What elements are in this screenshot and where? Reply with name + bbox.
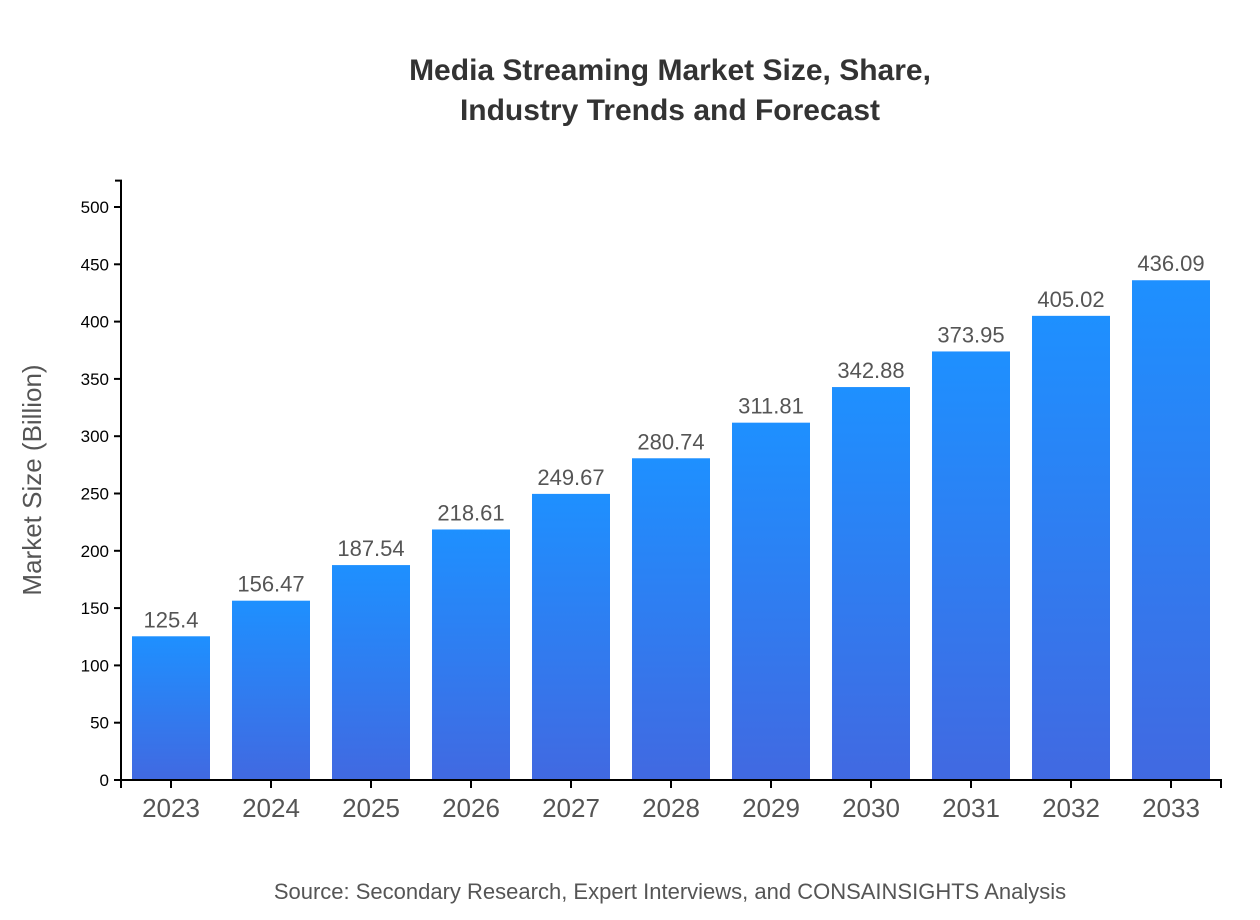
chart-title-line-1: Media Streaming Market Size, Share, xyxy=(409,54,931,87)
y-tick-label-0: 0 xyxy=(100,771,109,790)
y-tick-label-150: 150 xyxy=(81,599,109,618)
y-tick-label-100: 100 xyxy=(81,656,109,675)
bar-2024 xyxy=(232,600,310,780)
x-tick-label-2032: 2032 xyxy=(1042,793,1100,823)
data-label-2025: 187.54 xyxy=(337,536,404,561)
bar-2028 xyxy=(632,458,710,780)
y-tick-label-50: 50 xyxy=(90,714,109,733)
y-tick-label-500: 500 xyxy=(81,198,109,217)
data-label-2028: 280.74 xyxy=(637,429,704,454)
bar-2029 xyxy=(732,422,810,780)
bar-2025 xyxy=(332,565,410,780)
x-tick-label-2025: 2025 xyxy=(342,793,400,823)
bar-2033 xyxy=(1132,280,1210,780)
y-axis-label: Market Size (Billion) xyxy=(17,364,47,595)
data-label-2031: 373.95 xyxy=(937,322,1004,347)
bar-2032 xyxy=(1032,315,1110,780)
bar-2031 xyxy=(932,351,1010,780)
y-tick-label-450: 450 xyxy=(81,255,109,274)
x-tick-label-2033: 2033 xyxy=(1142,793,1200,823)
x-tick-label-2024: 2024 xyxy=(242,793,300,823)
bar-2026 xyxy=(432,529,510,780)
x-tick-label-2030: 2030 xyxy=(842,793,900,823)
y-tick-label-250: 250 xyxy=(81,485,109,504)
x-tick-label-2031: 2031 xyxy=(942,793,1000,823)
data-label-2023: 125.4 xyxy=(143,607,198,632)
bar-2023 xyxy=(132,636,210,780)
data-label-2033: 436.09 xyxy=(1137,251,1204,276)
chart-title-line-2: Industry Trends and Forecast xyxy=(460,94,880,127)
data-label-2027: 249.67 xyxy=(537,465,604,490)
data-label-2024: 156.47 xyxy=(237,572,304,597)
y-tick-label-350: 350 xyxy=(81,370,109,389)
data-label-2032: 405.02 xyxy=(1037,287,1104,312)
data-label-2030: 342.88 xyxy=(837,358,904,383)
x-tick-label-2023: 2023 xyxy=(142,793,200,823)
x-tick-label-2026: 2026 xyxy=(442,793,500,823)
y-tick-label-200: 200 xyxy=(81,542,109,561)
x-tick-label-2027: 2027 xyxy=(542,793,600,823)
y-tick-label-400: 400 xyxy=(81,313,109,332)
source-note: Source: Secondary Research, Expert Inter… xyxy=(274,879,1066,904)
x-tick-label-2028: 2028 xyxy=(642,793,700,823)
data-label-2029: 311.81 xyxy=(738,394,804,419)
y-tick-label-300: 300 xyxy=(81,427,109,446)
bar-2030 xyxy=(832,387,910,780)
bar-2027 xyxy=(532,493,610,780)
data-label-2026: 218.61 xyxy=(437,500,504,525)
x-tick-label-2029: 2029 xyxy=(742,793,800,823)
